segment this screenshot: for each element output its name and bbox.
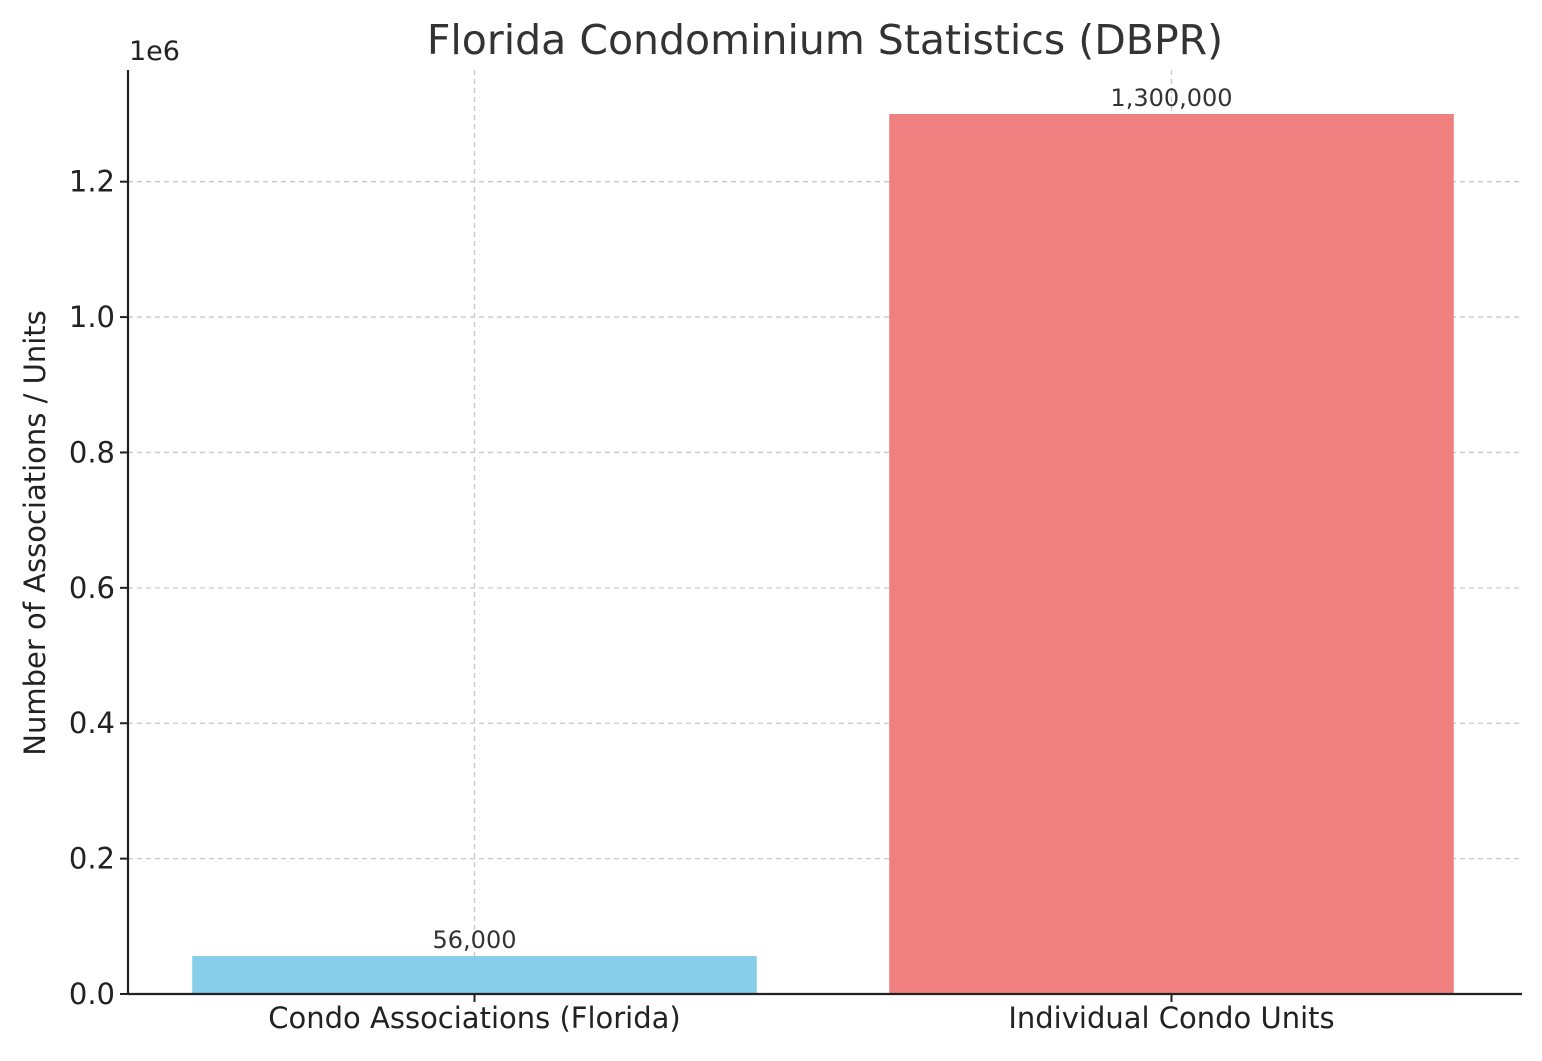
y-tick-label: 0.2 <box>69 842 115 876</box>
bar-layer <box>192 114 1454 994</box>
y-tick-label: 0.0 <box>69 977 115 1011</box>
tick-layer: 0.0 0.2 0.4 0.6 0.8 1.0 1.2 Condo Associations … <box>69 165 1335 1035</box>
axis-layer <box>126 70 1522 996</box>
y-tick-label: 0.8 <box>69 435 115 469</box>
y-tick-label: 1.0 <box>69 300 115 334</box>
data-label: 56,000 <box>433 926 517 954</box>
y-axis-offset-label: 1e6 <box>129 36 180 67</box>
y-axis-title: Number of Associations / Units <box>18 310 52 755</box>
x-tick-label: Individual Condo Units <box>1008 1001 1334 1035</box>
bar <box>192 956 757 994</box>
bar <box>889 114 1454 994</box>
y-tick-label: 0.6 <box>69 571 115 605</box>
data-label-layer: 56,000 1,300,000 <box>433 84 1233 954</box>
y-tick-label: 1.2 <box>69 165 115 199</box>
data-label: 1,300,000 <box>1110 84 1232 112</box>
x-tick-label: Condo Associations (Florida) <box>268 1001 680 1035</box>
chart-title: Florida Condominium Statistics (DBPR) <box>427 16 1223 64</box>
y-tick-label: 0.4 <box>69 706 115 740</box>
